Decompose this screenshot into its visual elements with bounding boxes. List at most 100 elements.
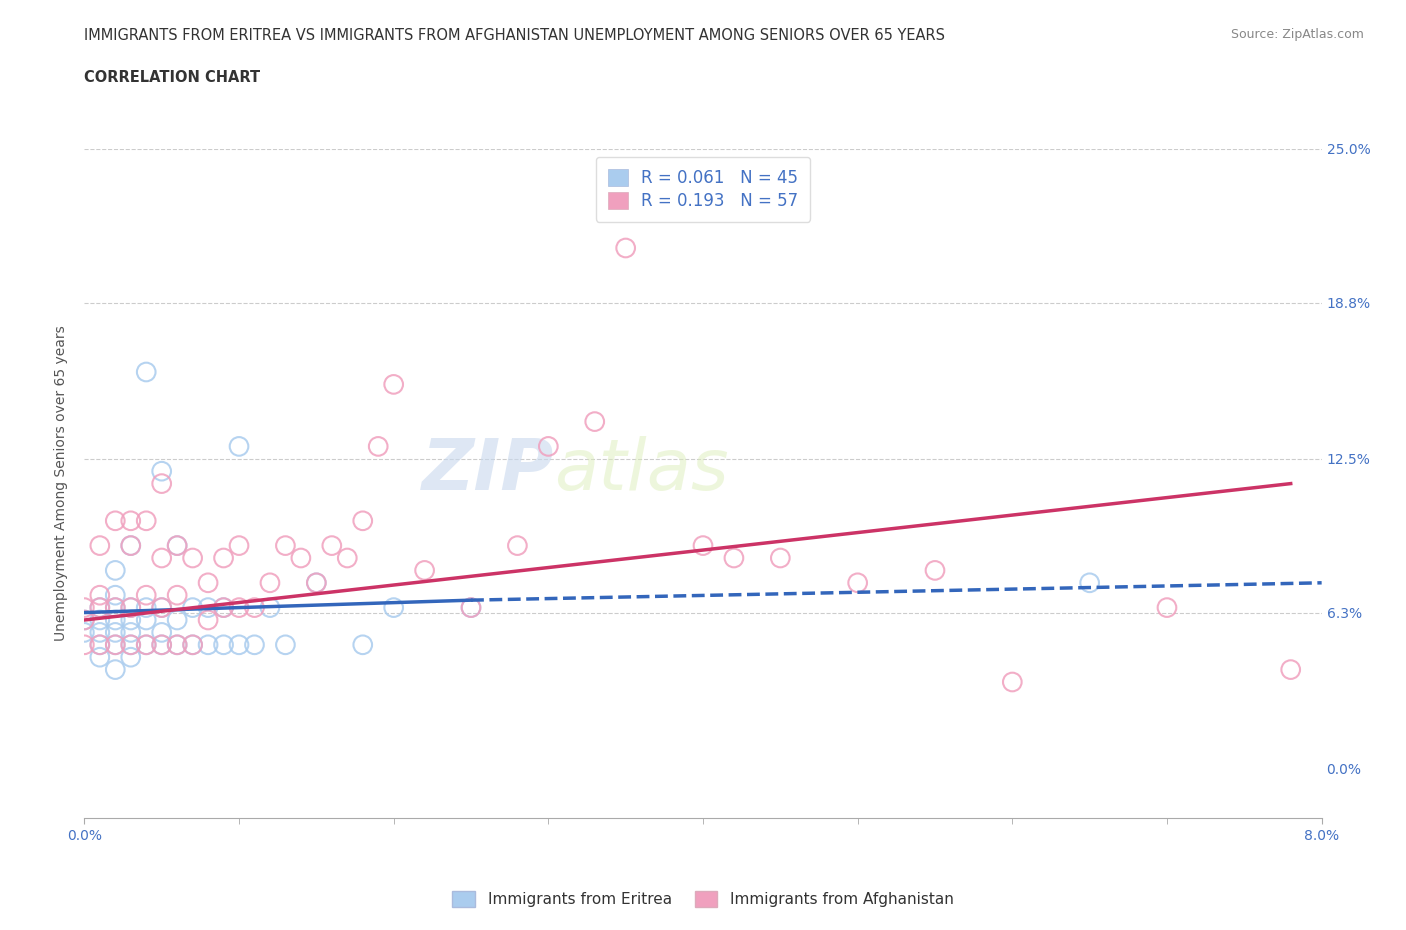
Point	[243, 637, 266, 652]
Point	[150, 600, 173, 615]
Legend: Immigrants from Eritrea, Immigrants from Afghanistan: Immigrants from Eritrea, Immigrants from…	[446, 884, 960, 913]
Point	[259, 576, 281, 591]
Point	[120, 513, 142, 528]
Point	[274, 637, 297, 652]
Point	[104, 513, 127, 528]
Point	[135, 365, 157, 379]
Point	[212, 551, 235, 565]
Point	[104, 600, 127, 615]
Point	[89, 600, 111, 615]
Point	[89, 625, 111, 640]
Point	[120, 538, 142, 553]
Text: ZIP: ZIP	[422, 436, 554, 505]
Point	[537, 439, 560, 454]
Point	[73, 613, 96, 628]
Point	[1078, 576, 1101, 591]
Point	[197, 600, 219, 615]
Point	[104, 637, 127, 652]
Point	[120, 538, 142, 553]
Point	[382, 600, 405, 615]
Point	[104, 637, 127, 652]
Point	[661, 166, 683, 181]
Point	[120, 625, 142, 640]
Point	[120, 600, 142, 615]
Point	[135, 588, 157, 603]
Point	[135, 513, 157, 528]
Point	[243, 600, 266, 615]
Point	[150, 625, 173, 640]
Point	[120, 613, 142, 628]
Text: Source: ZipAtlas.com: Source: ZipAtlas.com	[1230, 28, 1364, 41]
Point	[769, 551, 792, 565]
Point	[228, 600, 250, 615]
Point	[89, 600, 111, 615]
Point	[846, 576, 869, 591]
Text: CORRELATION CHART: CORRELATION CHART	[84, 70, 260, 85]
Point	[104, 588, 127, 603]
Point	[228, 538, 250, 553]
Point	[197, 576, 219, 591]
Point	[924, 563, 946, 578]
Point	[321, 538, 343, 553]
Point	[506, 538, 529, 553]
Point	[166, 538, 188, 553]
Point	[336, 551, 359, 565]
Point	[73, 625, 96, 640]
Point	[120, 650, 142, 665]
Point	[135, 637, 157, 652]
Point	[1001, 674, 1024, 689]
Point	[460, 600, 482, 615]
Point	[73, 637, 96, 652]
Point	[166, 538, 188, 553]
Point	[1279, 662, 1302, 677]
Point	[274, 538, 297, 553]
Point	[723, 551, 745, 565]
Point	[150, 600, 173, 615]
Point	[150, 464, 173, 479]
Point	[197, 613, 219, 628]
Point	[212, 600, 235, 615]
Point	[104, 563, 127, 578]
Point	[1156, 600, 1178, 615]
Point	[212, 637, 235, 652]
Point	[305, 576, 328, 591]
Point	[89, 637, 111, 652]
Point	[73, 600, 96, 615]
Point	[228, 439, 250, 454]
Point	[89, 637, 111, 652]
Point	[135, 613, 157, 628]
Point	[352, 637, 374, 652]
Point	[135, 600, 157, 615]
Point	[181, 637, 204, 652]
Text: IMMIGRANTS FROM ERITREA VS IMMIGRANTS FROM AFGHANISTAN UNEMPLOYMENT AMONG SENIOR: IMMIGRANTS FROM ERITREA VS IMMIGRANTS FR…	[84, 28, 945, 43]
Point	[104, 613, 127, 628]
Text: atlas: atlas	[554, 436, 730, 505]
Y-axis label: Unemployment Among Seniors over 65 years: Unemployment Among Seniors over 65 years	[55, 326, 69, 642]
Point	[135, 637, 157, 652]
Point	[104, 625, 127, 640]
Point	[583, 414, 606, 429]
Point	[197, 637, 219, 652]
Point	[89, 650, 111, 665]
Point	[150, 637, 173, 652]
Point	[150, 637, 173, 652]
Point	[305, 576, 328, 591]
Point	[212, 600, 235, 615]
Point	[150, 476, 173, 491]
Point	[614, 241, 637, 256]
Point	[259, 600, 281, 615]
Point	[73, 613, 96, 628]
Point	[352, 513, 374, 528]
Point	[290, 551, 312, 565]
Point	[181, 551, 204, 565]
Point	[120, 600, 142, 615]
Point	[166, 613, 188, 628]
Point	[104, 662, 127, 677]
Point	[413, 563, 436, 578]
Point	[382, 377, 405, 392]
Legend: R = 0.061   N = 45, R = 0.193   N = 57: R = 0.061 N = 45, R = 0.193 N = 57	[596, 157, 810, 221]
Point	[166, 637, 188, 652]
Point	[181, 637, 204, 652]
Point	[150, 551, 173, 565]
Point	[228, 637, 250, 652]
